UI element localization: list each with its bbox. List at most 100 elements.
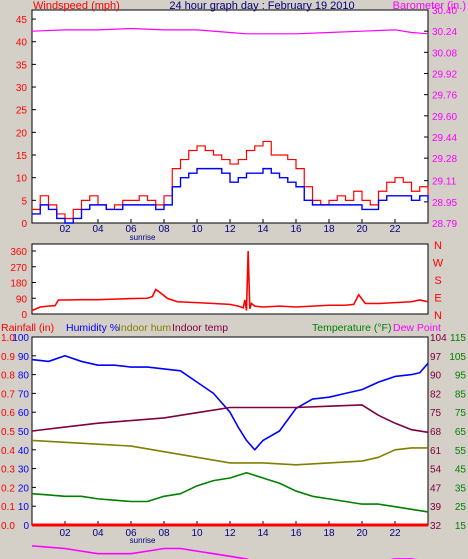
temperature-tick-label: 104 [430, 333, 447, 344]
temperature-tick-label: 54 [430, 465, 442, 476]
rain-tick-label: 0.5 [1, 427, 15, 438]
indoor-temp-label: Indoor temp [172, 322, 228, 334]
wind-tick-label: 30 [16, 83, 28, 94]
barometer-tick-label: 30.08 [432, 48, 457, 59]
barometer-tick-label: 29.60 [432, 112, 457, 123]
climate-x-tick-label: 22 [389, 528, 401, 539]
temperature-tick-label: 47 [430, 483, 442, 494]
barometer-tick-label: 29.28 [432, 154, 457, 165]
humidity-tick-label: 100 [12, 333, 29, 344]
direction-series [31, 250, 429, 312]
compass-label: N [434, 240, 442, 252]
rain-tick-label: 1.0 [1, 333, 15, 344]
barometer-tick-label: 30.24 [432, 27, 457, 38]
wind-tick-label: 5 [21, 196, 27, 207]
barometer-y-ticks: 28.79 28.95 29.11 29.28 29.44 29.60 29.76 29.92… [424, 6, 457, 230]
climate-x-tick-label: 08 [158, 528, 170, 539]
temperature-tick-label: 75 [430, 408, 442, 419]
climate-x-tick-label: 20 [356, 528, 368, 539]
wind-x-tick-label: 22 [389, 224, 401, 235]
wind-x-tick-label: 10 [191, 224, 203, 235]
wind-x-tick-label: 12 [224, 224, 236, 235]
wind-series [31, 27, 429, 224]
wind-plot-area [31, 9, 429, 224]
compass-label: S [434, 275, 441, 287]
rain-y-ticks: 0.0 0.1 0.2 0.3 0.4 0.5 0.6 0.7 0.8 0.9 1.0 [1, 333, 15, 532]
temperature-line [31, 471, 429, 513]
climate-x-tick-label: 18 [323, 528, 335, 539]
temperature-tick-label: 39 [430, 502, 442, 513]
wind-tick-label: 15 [16, 151, 28, 162]
humidity-tick-label: 60 [18, 408, 30, 419]
rain-tick-label: 0.0 [1, 521, 15, 532]
wind-x-tick-label: 02 [59, 224, 71, 235]
direction-tick-label: 270 [10, 263, 27, 274]
temperature-tick-label: 82 [430, 389, 442, 400]
rain-tick-label: 0.6 [1, 408, 15, 419]
dewpoint-tick-label: 35 [455, 483, 467, 494]
direction-plot-area [31, 243, 429, 315]
humidity-label: Humidity % [66, 322, 119, 334]
chart-title: 24 hour graph day : February 19 2010 [169, 0, 354, 12]
direction-tick-label: 180 [10, 279, 27, 290]
climate-plot-area [31, 336, 429, 526]
dewpoint-label: Dew Point [393, 322, 441, 334]
rain-tick-label: 0.8 [1, 371, 15, 382]
dewpoint-y-ticks: 15 25 35 45 55 65 75 85 95 105 115 [449, 333, 466, 532]
humidity-tick-label: 10 [18, 502, 30, 513]
wind-y-ticks: 0 5 10 15 20 25 30 35 40 45 [16, 15, 36, 230]
temperature-tick-label: 97 [430, 352, 442, 363]
humidity-tick-label: 40 [18, 446, 30, 457]
wind-tick-label: 45 [16, 15, 28, 26]
direction-tick-label: 0 [21, 310, 27, 321]
humidity-line [31, 354, 429, 451]
climate-series [31, 354, 429, 559]
barometer-tick-label: 29.11 [432, 177, 457, 188]
temperature-tick-label: 90 [430, 371, 442, 382]
humidity-tick-label: 0 [23, 521, 29, 532]
wind-tick-label: 10 [16, 174, 28, 185]
climate-x-tick-label: 02 [59, 528, 71, 539]
wind-tick-label: 20 [16, 128, 28, 139]
barometer-tick-label: 29.92 [432, 70, 457, 81]
rain-tick-label: 0.3 [1, 465, 15, 476]
wind-direction-line [31, 250, 429, 312]
dewpoint-tick-label: 25 [455, 502, 467, 513]
dewpoint-tick-label: 85 [455, 389, 467, 400]
wind-tick-label: 25 [16, 106, 28, 117]
dewpoint-tick-label: 15 [455, 521, 467, 532]
wind-x-tick-label: 06 [125, 224, 137, 235]
direction-tick-label: 360 [10, 247, 27, 258]
indoor-hum-label: Indoor hum [118, 322, 171, 334]
climate-x-tick-label: 10 [191, 528, 203, 539]
wind-x-tick-label: 16 [290, 224, 302, 235]
temperature-label: Temperature (°F) [312, 322, 391, 334]
wind-x-tick-label: 14 [257, 224, 269, 235]
humidity-tick-label: 50 [18, 427, 30, 438]
wind-x-ticks: 02 04 06 08 10 12 14 16 18 20 22 [59, 219, 401, 235]
wind-tick-label: 35 [16, 60, 28, 71]
dewpoint-tick-label: 65 [455, 427, 467, 438]
dewpoint-tick-label: 45 [455, 465, 467, 476]
rain-tick-label: 0.1 [1, 502, 15, 513]
humidity-tick-label: 20 [18, 483, 30, 494]
dewpoint-tick-label: 105 [449, 352, 466, 363]
dewpoint-tick-label: 75 [455, 408, 467, 419]
rain-tick-label: 0.7 [1, 389, 15, 400]
climate-x-tick-label: 12 [224, 528, 236, 539]
climate-x-tick-label: 06 [125, 528, 137, 539]
dewpoint-tick-label: 95 [455, 371, 467, 382]
dewpoint-tick-label: 115 [450, 333, 466, 344]
dewpoint-tick-label: 55 [455, 446, 467, 457]
barometer-tick-label: 29.76 [432, 91, 457, 102]
sunrise-label-2: sunrise [130, 536, 156, 545]
sunrise-label: sunrise [130, 233, 156, 242]
barometer-tick-label: 28.95 [432, 198, 457, 209]
dewpoint-line [31, 545, 417, 559]
wind-x-tick-label: 18 [323, 224, 335, 235]
wind-tick-label: 0 [21, 219, 27, 230]
gust-line [32, 140, 429, 220]
barometer-tick-label: 30.40 [432, 6, 457, 17]
